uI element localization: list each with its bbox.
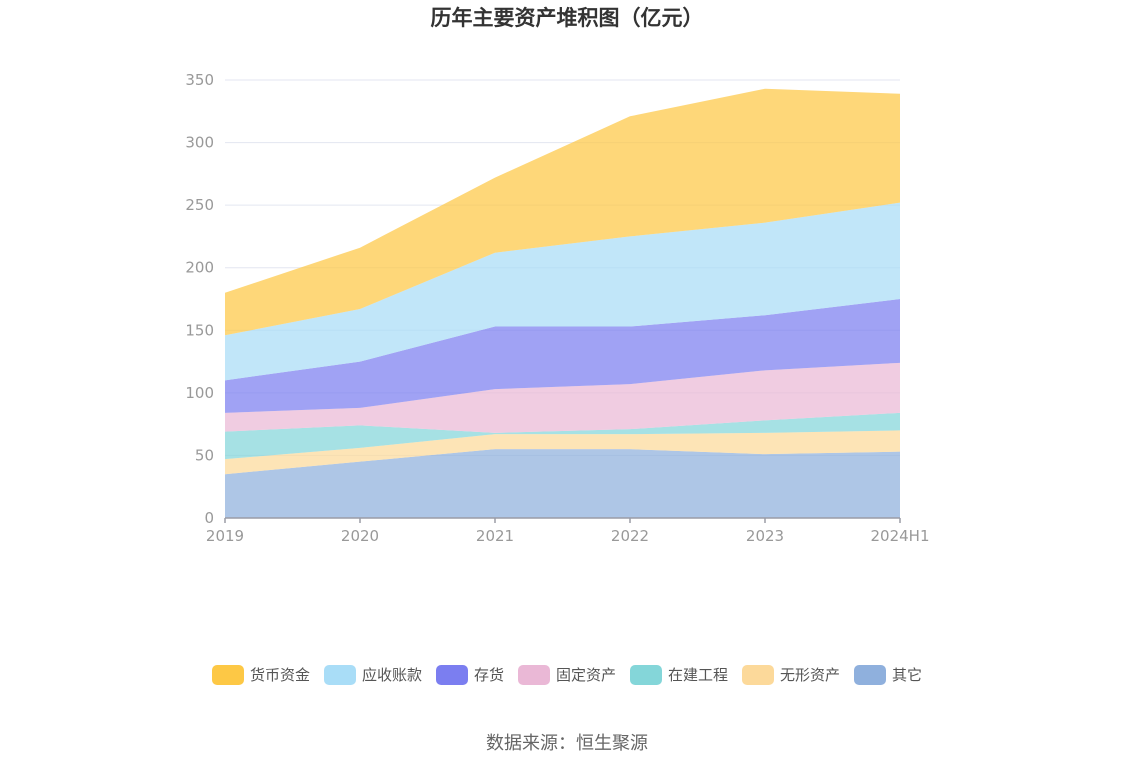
legend-item[interactable]: 货币资金	[211, 664, 310, 685]
legend-swatch	[211, 664, 244, 685]
y-tick-label: 0	[204, 509, 214, 527]
x-tick-label: 2023	[746, 527, 784, 545]
axes: 0 50 100 150 200 250 300 350 2019 2020 2021 2022 202…	[185, 71, 929, 545]
legend-swatch	[854, 664, 887, 685]
x-tick-label: 2021	[476, 527, 514, 545]
legend-item[interactable]: 应收账款	[323, 664, 422, 685]
legend-item[interactable]: 其它	[854, 664, 922, 685]
legend-label: 其它	[892, 666, 923, 684]
y-tick-label: 350	[185, 71, 214, 89]
area-6	[225, 88, 900, 336]
area-0	[225, 449, 900, 518]
area-5	[225, 202, 900, 381]
y-tick-label: 300	[185, 134, 214, 152]
area-2	[225, 412, 900, 460]
y-tick-label: 150	[185, 321, 214, 339]
area-4	[225, 299, 900, 413]
legend-label: 无形资产	[780, 666, 841, 684]
x-tick-label: 2024H1	[871, 527, 930, 545]
legend-label: 应收账款	[361, 666, 422, 684]
legend-label: 在建工程	[668, 666, 729, 684]
legend-swatch	[742, 664, 775, 685]
chart-title: 历年主要资产堆积图（亿元）	[430, 6, 704, 30]
x-tick-label: 2019	[206, 527, 244, 545]
legend-label: 存货	[473, 666, 504, 684]
legend-swatch	[630, 664, 662, 685]
y-tick-label: 250	[185, 196, 214, 214]
legend-label: 货币资金	[249, 666, 310, 684]
legend-swatch	[323, 664, 356, 685]
legend: 货币资金 应收账款 存货 固定资产 在建工程 无形资产 其它	[0, 664, 1134, 685]
area-series	[225, 88, 900, 518]
legend-swatch	[435, 664, 468, 685]
area-3	[225, 362, 900, 433]
data-source: 数据来源：恒生聚源	[486, 733, 648, 754]
legend-item[interactable]: 在建工程	[630, 664, 728, 685]
y-tick-label: 200	[185, 259, 214, 277]
legend-item[interactable]: 固定资产	[517, 664, 616, 685]
legend-swatch	[517, 664, 550, 685]
x-tick-label: 2022	[611, 527, 649, 545]
legend-item[interactable]: 无形资产	[742, 664, 840, 685]
x-tick-label: 2020	[341, 527, 379, 545]
y-tick-label: 50	[195, 446, 214, 464]
y-tick-label: 100	[185, 384, 214, 402]
stacked-area-chart: 0 50 100 150 200 250 300 350 2019 2020 2021 2022 202…	[185, 71, 929, 545]
legend-item[interactable]: 存货	[435, 664, 504, 685]
area-1	[225, 430, 900, 475]
legend-label: 固定资产	[555, 666, 616, 684]
